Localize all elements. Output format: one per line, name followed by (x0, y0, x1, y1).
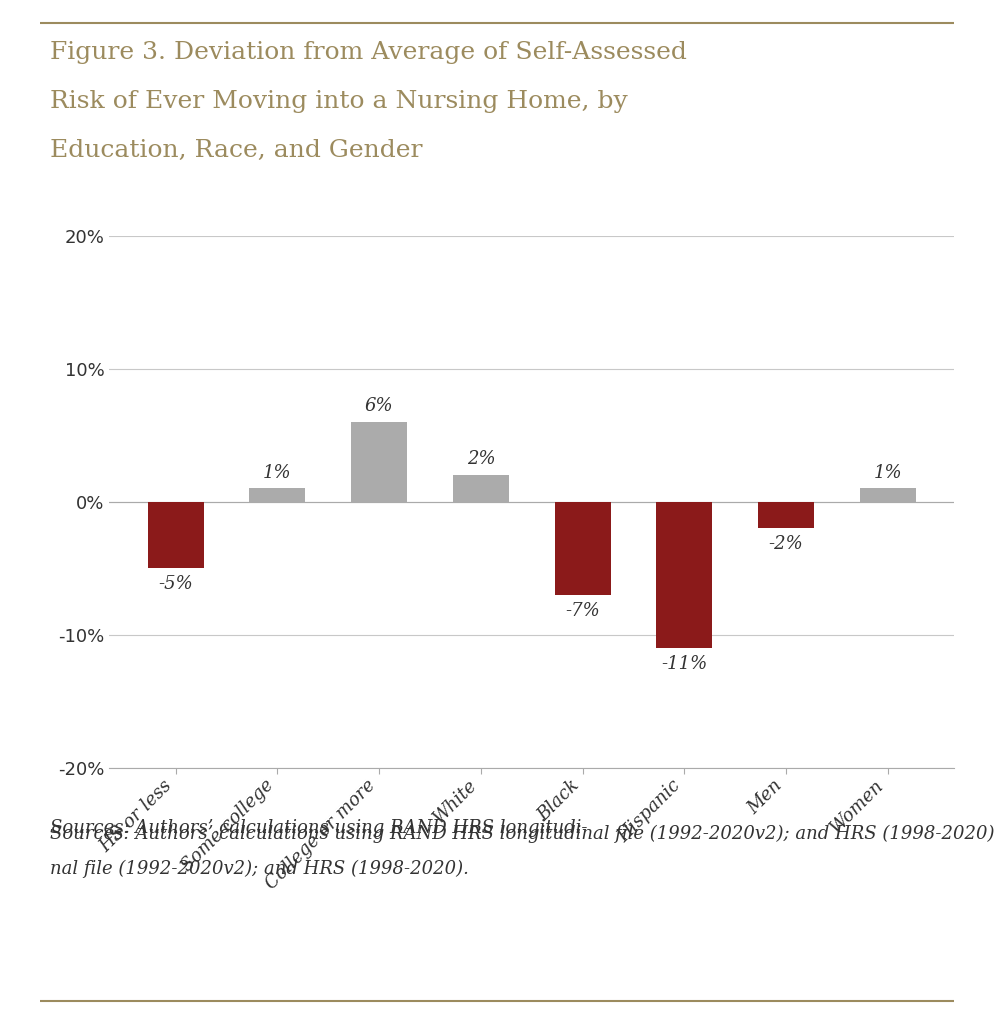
Text: 6%: 6% (365, 397, 394, 416)
Bar (453, 475, 509, 502)
Text: -2%: -2% (768, 535, 803, 553)
Text: Risk of Ever Moving into a Nursing Home, by: Risk of Ever Moving into a Nursing Home,… (50, 90, 627, 113)
Text: 2%: 2% (466, 451, 495, 469)
Bar (351, 422, 408, 502)
Bar (249, 488, 305, 502)
Bar (860, 488, 915, 502)
Bar (758, 502, 814, 528)
Bar (148, 502, 204, 568)
Text: -11%: -11% (661, 655, 708, 673)
Bar (656, 502, 713, 648)
Text: Figure 3. Deviation from Average of Self-Assessed: Figure 3. Deviation from Average of Self… (50, 41, 687, 63)
Text: nal file (1992-2020v2); and HRS (1998-2020).: nal file (1992-2020v2); and HRS (1998-20… (50, 860, 468, 879)
Text: -7%: -7% (566, 602, 600, 620)
Text: Sources: Authors’ calculations using RAND HRS longitudinal file (1992-2020v2); a: Sources: Authors’ calculations using RAN… (50, 824, 994, 843)
Text: -5%: -5% (158, 575, 193, 593)
Text: 1%: 1% (874, 464, 903, 482)
Text: Education, Race, and Gender: Education, Race, and Gender (50, 139, 422, 162)
Text: Sources: Authors’ calculations using RAND HRS longitudi-: Sources: Authors’ calculations using RAN… (50, 819, 587, 838)
Bar (555, 502, 610, 595)
Text: 1%: 1% (263, 464, 292, 482)
